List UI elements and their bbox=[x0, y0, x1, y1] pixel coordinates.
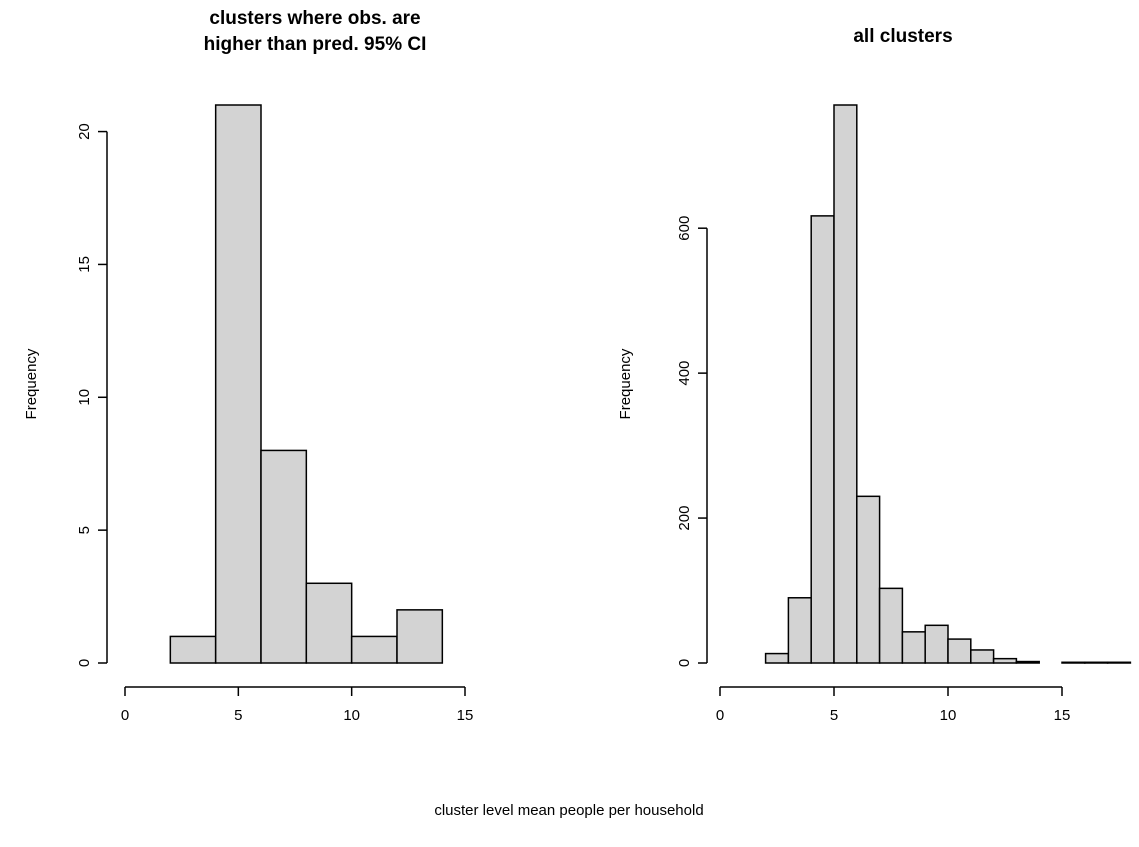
histogram-right: all clusters 0 200 400 600 0 5 10 15 Frequency bbox=[617, 26, 1132, 724]
histogram-left: clusters where obs. are higher than pred.… bbox=[23, 8, 473, 724]
histogram-bar bbox=[787, 597, 812, 664]
y-axis-label: Frequency bbox=[617, 348, 634, 419]
y-axis-label: Frequency bbox=[23, 348, 40, 419]
chart-title-line: higher than pred. 95% CI bbox=[204, 34, 427, 55]
histogram-bar bbox=[305, 582, 353, 664]
histogram-bar bbox=[1084, 661, 1109, 664]
shared-x-axis-label: cluster level mean people per household bbox=[434, 802, 703, 819]
x-tick-label: 15 bbox=[1054, 707, 1071, 724]
histogram-bar bbox=[970, 649, 995, 664]
y-tick-label: 400 bbox=[676, 361, 693, 386]
x-tick-label: 0 bbox=[121, 707, 129, 724]
histogram-bar bbox=[260, 449, 308, 664]
y-tick-label: 200 bbox=[676, 506, 693, 531]
histogram-bar bbox=[1015, 660, 1040, 664]
histogram-bar bbox=[878, 587, 904, 664]
histogram-bar bbox=[901, 631, 926, 664]
histogram-bar bbox=[169, 635, 217, 664]
x-tick-label: 5 bbox=[830, 707, 838, 724]
histogram-bar bbox=[856, 495, 881, 664]
histogram-bar bbox=[764, 652, 790, 664]
y-tick-label: 600 bbox=[676, 216, 693, 241]
histogram-bar bbox=[350, 635, 398, 664]
y-tick-label: 5 bbox=[76, 526, 93, 534]
histogram-bar bbox=[810, 215, 835, 664]
y-tick-label: 15 bbox=[76, 256, 93, 273]
histogram-bar bbox=[396, 609, 444, 664]
chart-title-line: clusters where obs. are bbox=[209, 8, 420, 29]
y-tick-label: 0 bbox=[76, 659, 93, 667]
histogram-bar bbox=[1061, 661, 1086, 664]
histogram-bar bbox=[947, 638, 972, 664]
histogram-bar bbox=[992, 657, 1018, 664]
histogram-bar bbox=[833, 104, 858, 664]
x-tick-label: 5 bbox=[234, 707, 242, 724]
histogram-bar bbox=[214, 104, 262, 664]
y-tick-label: 20 bbox=[76, 123, 93, 140]
histogram-bar bbox=[924, 624, 949, 664]
chart-title-line: all clusters bbox=[853, 26, 952, 47]
x-tick-label: 15 bbox=[457, 707, 474, 724]
histogram-bar bbox=[1106, 661, 1132, 664]
x-tick-label: 10 bbox=[343, 707, 360, 724]
y-tick-label: 10 bbox=[76, 389, 93, 406]
x-tick-label: 10 bbox=[940, 707, 957, 724]
y-tick-label: 0 bbox=[676, 659, 693, 667]
x-tick-label: 0 bbox=[716, 707, 724, 724]
